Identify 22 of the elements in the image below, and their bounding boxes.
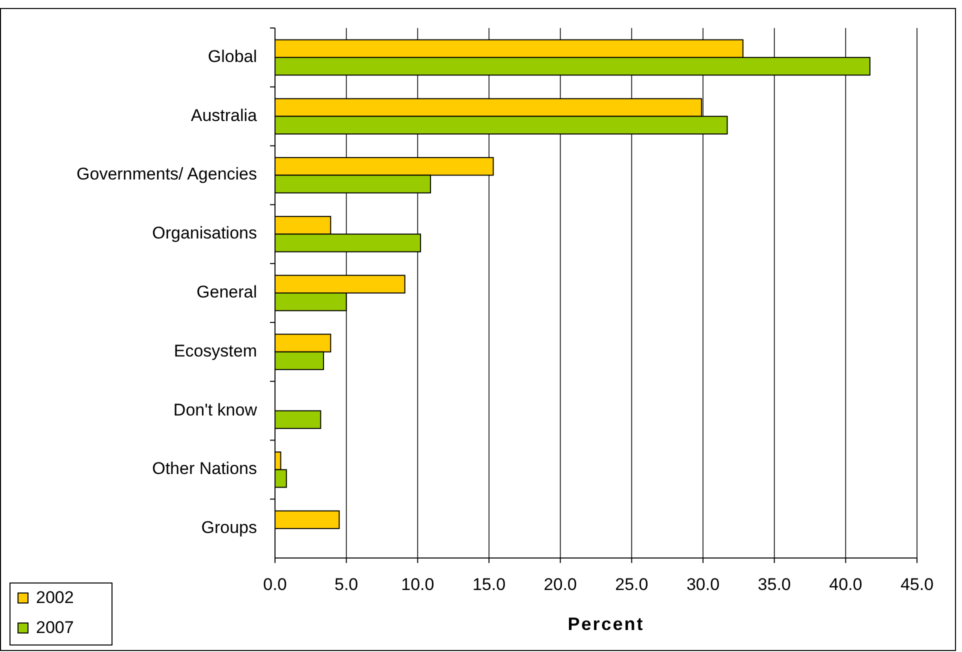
x-tick-label: 10.0 <box>401 575 434 594</box>
x-axis-title: Percent <box>568 614 644 634</box>
y-tick-label: Organisations <box>152 224 257 243</box>
y-tick-label: Other Nations <box>152 459 257 478</box>
x-tick-label: 30.0 <box>686 575 720 594</box>
x-tick-label: 25.0 <box>615 575 648 594</box>
x-tick-label: 20.0 <box>544 575 577 594</box>
y-tick-label: Australia <box>190 106 258 125</box>
legend-label: 2002 <box>36 588 74 607</box>
x-tick-label: 40.0 <box>829 575 862 594</box>
y-tick-label: Governments/ Agencies <box>76 164 257 184</box>
legend-label: 2007 <box>36 618 74 637</box>
y-tick-label: Ecosystem <box>174 341 257 360</box>
x-tick-label: 15.0 <box>472 575 506 594</box>
x-tick-label: 5.0 <box>334 575 358 594</box>
x-tick-label: 0.0 <box>263 575 287 594</box>
x-tick-label: 45.0 <box>900 575 934 594</box>
y-tick-label: Groups <box>201 518 257 538</box>
y-tick-label: General <box>196 282 257 302</box>
x-tick-label: 35.0 <box>758 575 791 594</box>
y-tick-label: Global <box>208 46 257 66</box>
y-tick-label: Don't know <box>173 400 258 420</box>
